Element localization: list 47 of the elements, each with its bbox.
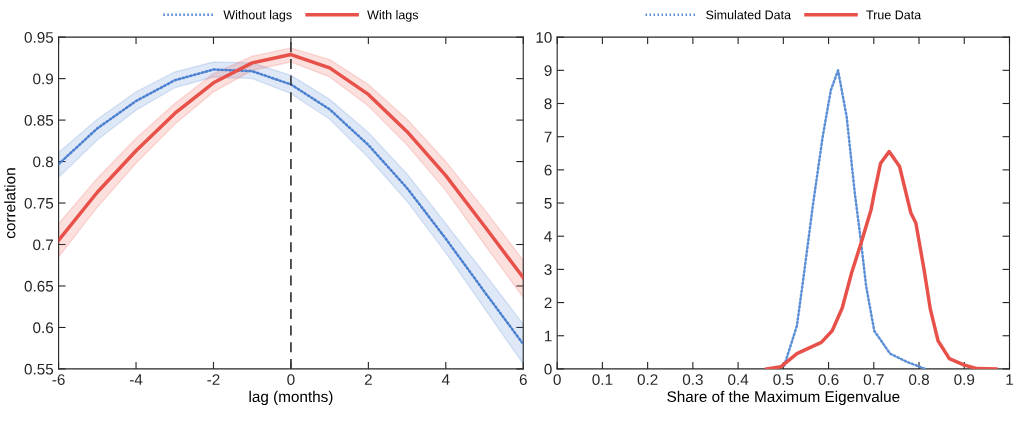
x-tick-label: 0.4 [728,374,749,386]
y-tick-label: 0.7 [33,239,53,251]
x-tick-label: 0.6 [818,374,839,386]
line-series [782,69,927,369]
x-axis-title: lag (months) [249,390,333,406]
y-tick-label: 8 [544,98,552,110]
line-series [764,149,998,369]
y-axis-title: correlation [4,168,16,239]
y-tick-label: 0.55 [24,363,54,375]
x-tick-label: 0 [553,374,561,386]
y-tick-label: 1 [544,330,552,342]
x-tick-label: 0.1 [592,374,613,386]
y-tick-label: 0.6 [33,322,54,334]
y-tick-label: 3 [544,264,552,276]
x-tick-label: 0.5 [773,374,794,386]
y-tick-label: 0.65 [24,280,54,292]
y-tick-label: 9 [544,65,552,77]
x-tick-label: 0.3 [682,374,703,386]
x-tick-label: 0.8 [909,374,929,386]
y-tick-label: 2 [544,297,552,309]
x-tick-label: -4 [129,374,143,385]
x-tick-label: 0.9 [954,374,975,386]
x-tick-label: -6 [52,374,65,386]
y-tick-label: 0.8 [33,156,54,168]
legend-label: Simulated Data [706,10,792,20]
x-tick-label: 6 [519,374,527,386]
legend-label: True Data [866,10,922,20]
x-tick-label: 4 [441,374,450,385]
legend-label: Without lags [223,10,292,22]
x-tick-label: 0.2 [637,374,658,386]
y-tick-label: 10 [536,32,552,43]
y-tick-label: 0.95 [24,32,54,43]
legend-label: With lags [367,10,419,22]
x-tick-label: 1 [1006,374,1013,385]
y-tick-label: 7 [544,131,552,143]
x-tick-label: 0 [287,374,295,386]
x-tick-label: -2 [207,374,220,385]
y-tick-label: 0 [544,363,552,375]
x-tick-label: 0.7 [863,374,884,386]
y-tick-label: 5 [544,198,552,209]
x-tick-label: 2 [364,374,372,385]
x-axis-title: Share of the Maximum Eigenvalue [667,390,900,406]
y-tick-label: 6 [544,164,552,176]
y-tick-label: 0.75 [24,197,54,209]
y-tick-label: 0.9 [33,73,54,85]
y-tick-label: 0.85 [24,114,54,126]
y-tick-label: 4 [544,231,552,242]
